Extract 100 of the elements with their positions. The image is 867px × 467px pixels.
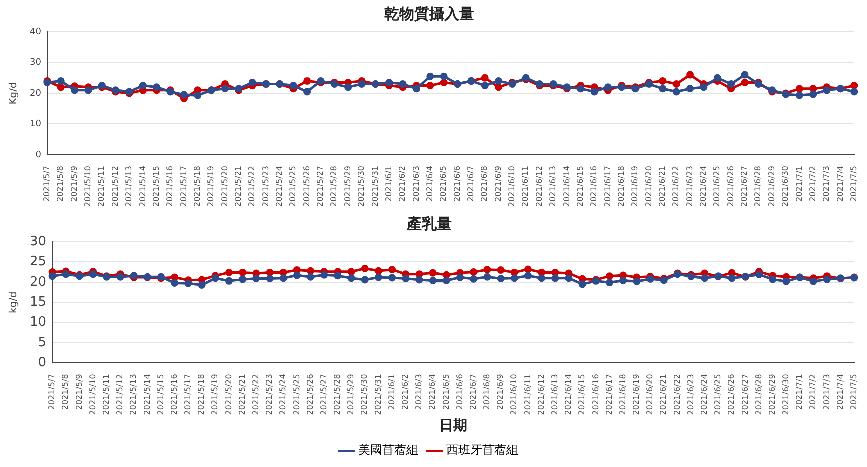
x-tick-label: 2021/5/17 (184, 374, 193, 416)
x-tick-label: 2021/5/8 (61, 374, 70, 410)
x-tick-label: 2021/6/29 (767, 166, 776, 208)
x-tick-label: 2021/5/26 (306, 374, 315, 416)
x-tick-label: 2021/7/1 (794, 166, 804, 202)
x-tick-label: 2021/5/27 (316, 166, 326, 208)
x-tick-label: 2021/6/17 (603, 166, 612, 208)
x-tick-label: 2021/5/27 (319, 374, 328, 416)
x-tick-label: 2021/6/15 (576, 166, 585, 208)
x-tick-label: 2021/5/18 (192, 166, 202, 208)
y-tick-label: 0 (36, 150, 42, 160)
x-tick-label: 2021/5/31 (374, 374, 383, 416)
x-tick-label: 2021/6/21 (658, 166, 667, 208)
x-tick-label: 2021/6/27 (740, 166, 750, 208)
x-tick-label: 2021/6/26 (727, 374, 736, 416)
x-tick-label: 2021/5/12 (110, 166, 120, 208)
y-axis-title: Kg/d (8, 82, 20, 105)
x-tick-label: 2021/6/4 (428, 374, 438, 410)
x-tick-label: 2021/6/4 (425, 166, 434, 202)
x-tick-label: 2021/6/10 (510, 374, 519, 416)
x-tick-label: 2021/6/25 (714, 374, 723, 416)
x-tick-label: 2021/6/7 (468, 374, 478, 410)
x-tick-label: 2021/6/2 (398, 166, 408, 202)
y-tick-label: 30 (30, 234, 47, 250)
x-tick-label: 2021/5/20 (224, 374, 234, 416)
x-tick-label: 2021/5/13 (124, 166, 134, 208)
x-tick-label: 2021/5/9 (70, 166, 79, 202)
x-tick-label: 2021/5/13 (129, 374, 138, 416)
y-tick-label: 5 (38, 335, 47, 350)
x-tick-label: 2021/5/10 (84, 166, 93, 208)
x-tick-label: 2021/5/30 (357, 166, 366, 208)
x-tick-label: 2021/6/8 (480, 166, 490, 202)
x-tick-label: 2021/5/8 (56, 166, 66, 202)
x-tick-label: 2021/5/28 (333, 374, 342, 416)
x-tick-label: 2021/7/2 (808, 166, 818, 202)
x-tick-label: 2021/6/16 (590, 166, 599, 208)
x-tick-label: 2021/6/5 (439, 166, 448, 202)
x-tick-label: 2021/5/11 (102, 374, 111, 416)
x-tick-label: 2021/5/26 (302, 166, 312, 208)
y-tick-label: 0 (38, 356, 47, 371)
x-tick-label: 2021/6/30 (781, 166, 790, 208)
x-tick-label: 2021/6/11 (521, 166, 530, 208)
x-tick-label: 2021/5/15 (156, 374, 166, 416)
x-tick-label: 2021/5/7 (48, 374, 57, 410)
x-tick-label: 2021/6/9 (496, 374, 506, 410)
x-tick-label: 2021/6/12 (534, 166, 544, 208)
x-tick-label: 2021/6/28 (754, 374, 764, 416)
x-tick-label: 2021/5/30 (360, 374, 370, 416)
x-tick-label: 2021/7/4 (836, 374, 845, 410)
x-tick-label: 2021/5/14 (138, 166, 148, 208)
x-tick-label: 2021/6/18 (618, 374, 628, 416)
x-tick-label: 2021/5/16 (170, 374, 179, 416)
x-tick-label: 2021/6/24 (699, 166, 708, 208)
x-tick-label: 2021/5/9 (74, 374, 84, 410)
x-tick-label: 2021/5/18 (197, 374, 206, 416)
x-tick-label: 2021/5/17 (179, 166, 188, 208)
x-tick-label: 2021/5/23 (265, 374, 274, 416)
legend-label: 西班牙苜蓿組 (446, 443, 518, 458)
x-tick-label: 2021/6/13 (548, 166, 558, 208)
y-tick-label: 20 (30, 88, 42, 99)
x-tick-label: 2021/6/14 (564, 374, 574, 416)
x-tick-label: 2021/6/8 (482, 374, 492, 410)
y-tick-label: 25 (30, 254, 47, 270)
x-tick-label: 2021/6/18 (616, 166, 626, 208)
x-tick-label: 2021/7/3 (822, 166, 832, 202)
x-tick-label: 2021/6/23 (685, 166, 694, 208)
x-tick-label: 2021/5/23 (261, 166, 270, 208)
x-tick-label: 2021/5/20 (220, 166, 230, 208)
y-axis-title: kg/d (8, 292, 20, 314)
x-tick-label: 2021/5/22 (251, 374, 260, 416)
x-tick-label: 2021/5/16 (166, 166, 175, 208)
x-tick-label: 2021/6/6 (452, 166, 462, 202)
x-tick-label: 2021/6/11 (523, 374, 532, 416)
x-tick-label: 2021/7/5 (849, 166, 858, 202)
x-tick-label: 2021/6/14 (562, 166, 572, 208)
x-tick-label: 2021/5/7 (42, 166, 52, 202)
x-tick-label: 2021/6/21 (659, 374, 668, 416)
x-tick-label: 2021/5/19 (206, 166, 216, 208)
x-tick-label: 2021/6/28 (754, 166, 763, 208)
x-tick-label: 2021/6/17 (604, 374, 614, 416)
x-tick-label: 2021/6/27 (740, 374, 750, 416)
x-tick-label: 2021/6/26 (726, 166, 736, 208)
x-tick-label: 2021/6/3 (412, 166, 421, 202)
chart-title: 產乳量 (406, 214, 452, 233)
x-tick-label: 2021/5/21 (238, 374, 247, 416)
x-tick-label: 2021/6/23 (686, 374, 696, 416)
x-tick-label: 2021/6/15 (578, 374, 587, 416)
x-tick-label: 2021/7/2 (808, 374, 818, 410)
x-tick-label: 2021/6/1 (387, 374, 396, 410)
x-tick-label: 2021/6/25 (712, 166, 722, 208)
chart-title: 乾物質攝入量 (384, 4, 474, 23)
x-tick-label: 2021/5/22 (248, 166, 257, 208)
x-tick-label: 2021/5/31 (370, 166, 380, 208)
x-tick-label: 2021/5/10 (88, 374, 98, 416)
x-tick-label: 2021/5/29 (346, 374, 356, 416)
x-tick-label: 2021/6/30 (782, 374, 791, 416)
y-tick-label: 40 (30, 27, 42, 38)
x-tick-label: 2021/7/4 (836, 166, 845, 202)
x-tick-label: 2021/6/5 (442, 374, 451, 410)
x-tick-label: 2021/5/29 (343, 166, 352, 208)
